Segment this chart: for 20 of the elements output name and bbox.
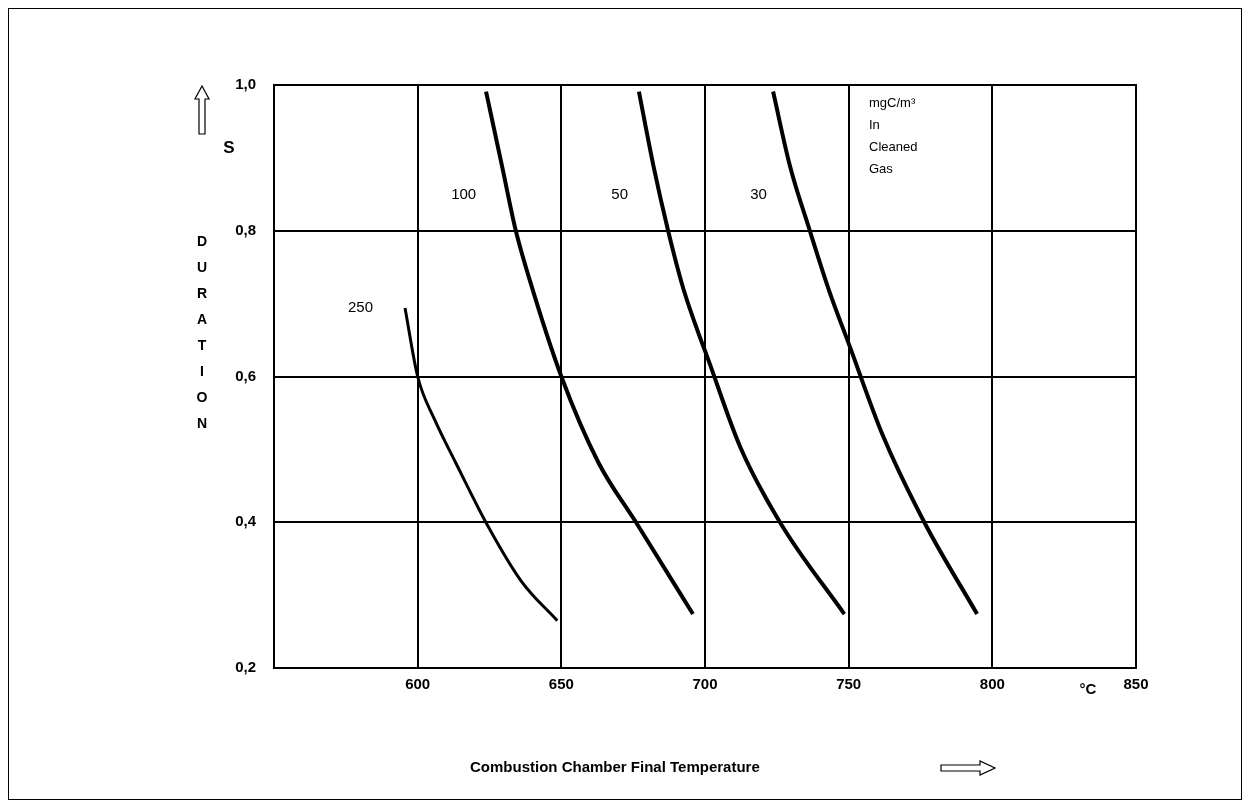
y-tick-label: 0,6 bbox=[235, 366, 256, 384]
text: 250 bbox=[347, 298, 374, 316]
x-tick-label: 850 bbox=[1123, 675, 1149, 693]
series-label: 100 bbox=[451, 185, 477, 203]
x-tick-label: 650 bbox=[548, 675, 574, 693]
y-axis-title: DURATION bbox=[195, 232, 209, 433]
series-label: 50 bbox=[611, 185, 629, 203]
x-tick-label: 800 bbox=[979, 675, 1005, 693]
x-tick-label: 750 bbox=[836, 675, 862, 693]
y-tick-label: 0,2 bbox=[235, 658, 256, 676]
x-tick-label: 700 bbox=[692, 675, 718, 693]
y-tick-label: 0,8 bbox=[235, 220, 256, 238]
y-tick-label: 1,0 bbox=[235, 75, 256, 93]
text: °C bbox=[1079, 680, 1097, 698]
x-axis-title: Combustion Chamber Final Temperature bbox=[470, 758, 760, 775]
text: S bbox=[223, 137, 235, 157]
series-label: 30 bbox=[750, 185, 767, 203]
x-tick-label: 600 bbox=[405, 675, 431, 693]
annotation: mgC/m³ In Cleaned Gas bbox=[869, 94, 918, 176]
y-tick-label: 0,4 bbox=[235, 512, 257, 530]
